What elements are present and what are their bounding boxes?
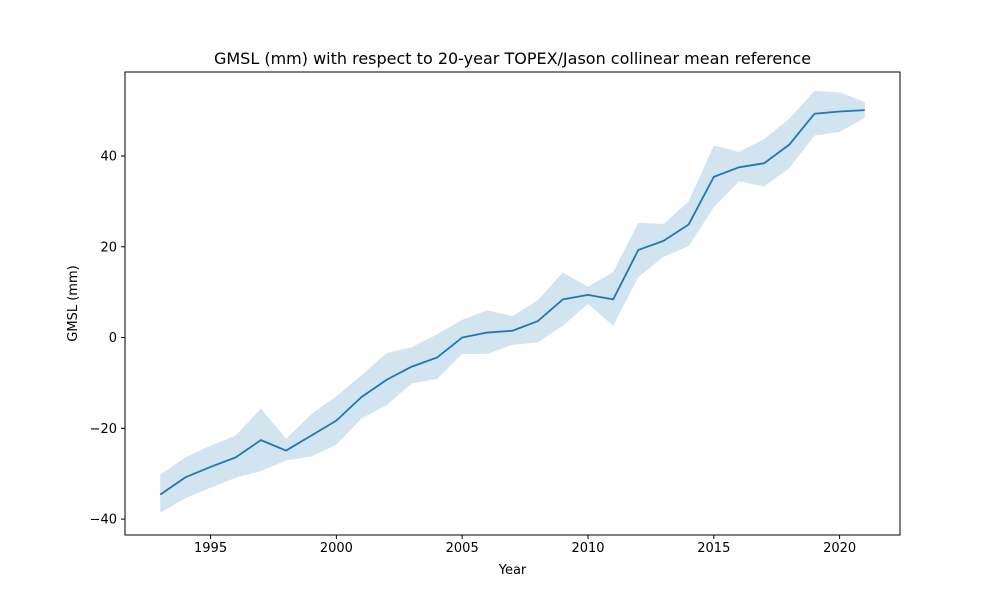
x-tick-label: 2020 [823, 541, 856, 556]
plot-area-frame [124, 71, 901, 536]
y-tick-label: 40 [100, 149, 117, 164]
x-axis-label: Year [498, 563, 527, 578]
y-tick-label: 0 [109, 331, 117, 346]
x-axis-ticks: 1995 2000 2005 2010 2015 2020 [194, 535, 856, 556]
y-tick-label: −40 [90, 513, 117, 528]
series-line [159, 109, 865, 496]
y-tick-label: 20 [100, 240, 117, 255]
x-tick-label: 2015 [697, 541, 730, 556]
x-tick-label: 2000 [320, 541, 353, 556]
x-tick-label: 2010 [571, 541, 604, 556]
series-line-layer [159, 109, 865, 496]
y-axis-label: GMSL (mm) [66, 265, 81, 341]
confidence-band-layer [160, 91, 865, 513]
x-tick-label: 1995 [194, 541, 227, 556]
confidence-band [160, 91, 865, 513]
y-tick-label: −20 [90, 422, 117, 437]
x-tick-label: 2005 [446, 541, 479, 556]
chart-title: GMSL (mm) with respect to 20-year TOPEX/… [214, 49, 811, 68]
y-axis-ticks: −40 −20 0 20 40 [90, 149, 125, 528]
